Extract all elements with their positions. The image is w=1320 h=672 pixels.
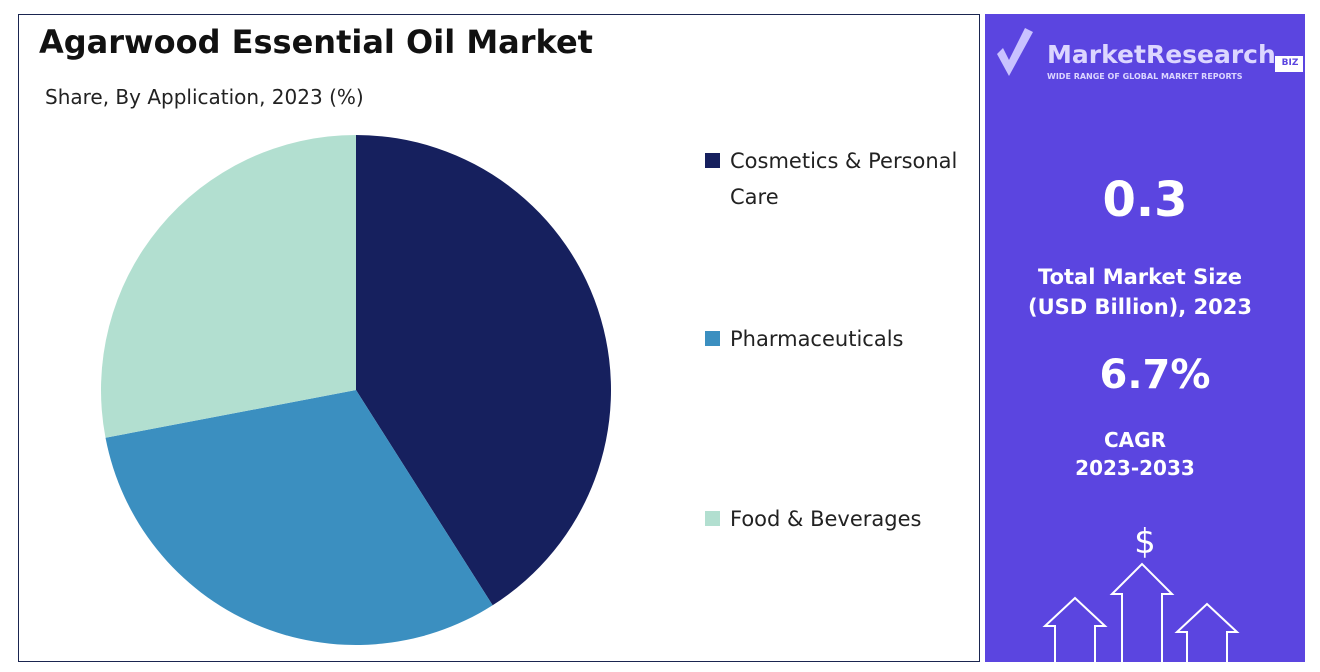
legend-item: Cosmetics & Personal Care [705,143,965,215]
logo-badge: BIZ [1281,58,1299,68]
chart-subtitle: Share, By Application, 2023 (%) [45,85,364,109]
pie-slice [100,135,356,438]
market-size-label: Total Market Size (USD Billion), 2023 [1027,265,1253,319]
arrows [1042,562,1240,662]
legend-swatch [705,153,720,168]
legend-item: Food & Beverages [705,501,965,537]
logo-icon [997,28,1033,76]
pie-slice [356,135,612,606]
legend-label: Cosmetics & Personal Care [730,149,958,209]
chart-title: Agarwood Essential Oil Market [39,23,593,61]
legend-label: Food & Beverages [730,507,922,531]
market-size: 0.3 [1102,172,1188,228]
cagr: 6.7% [1099,352,1211,398]
legend-swatch [705,331,720,346]
dollar-icon: $ [1134,522,1156,562]
legend-label: Pharmaceuticals [730,327,904,351]
legend-item: Pharmaceuticals [705,321,965,357]
cagr-period: 2023-2033 [1075,456,1195,480]
legend-swatch [705,511,720,526]
badge-bg [1275,56,1303,72]
tagline: WIDE RANGE OF GLOBAL MARKET REPORTS [1047,72,1243,81]
pie-chart [100,135,612,646]
sidebar-graphics [997,28,1303,662]
pie-slice [105,390,493,646]
chart-panel: Agarwood Essential Oil Market Share, By … [18,14,980,662]
cagr-label: CAGR [1104,428,1166,452]
sidebar: MarketResearch BIZ WIDE RANGE OF GLOBAL … [985,14,1305,662]
logo-text: MarketResearch [1047,40,1276,69]
